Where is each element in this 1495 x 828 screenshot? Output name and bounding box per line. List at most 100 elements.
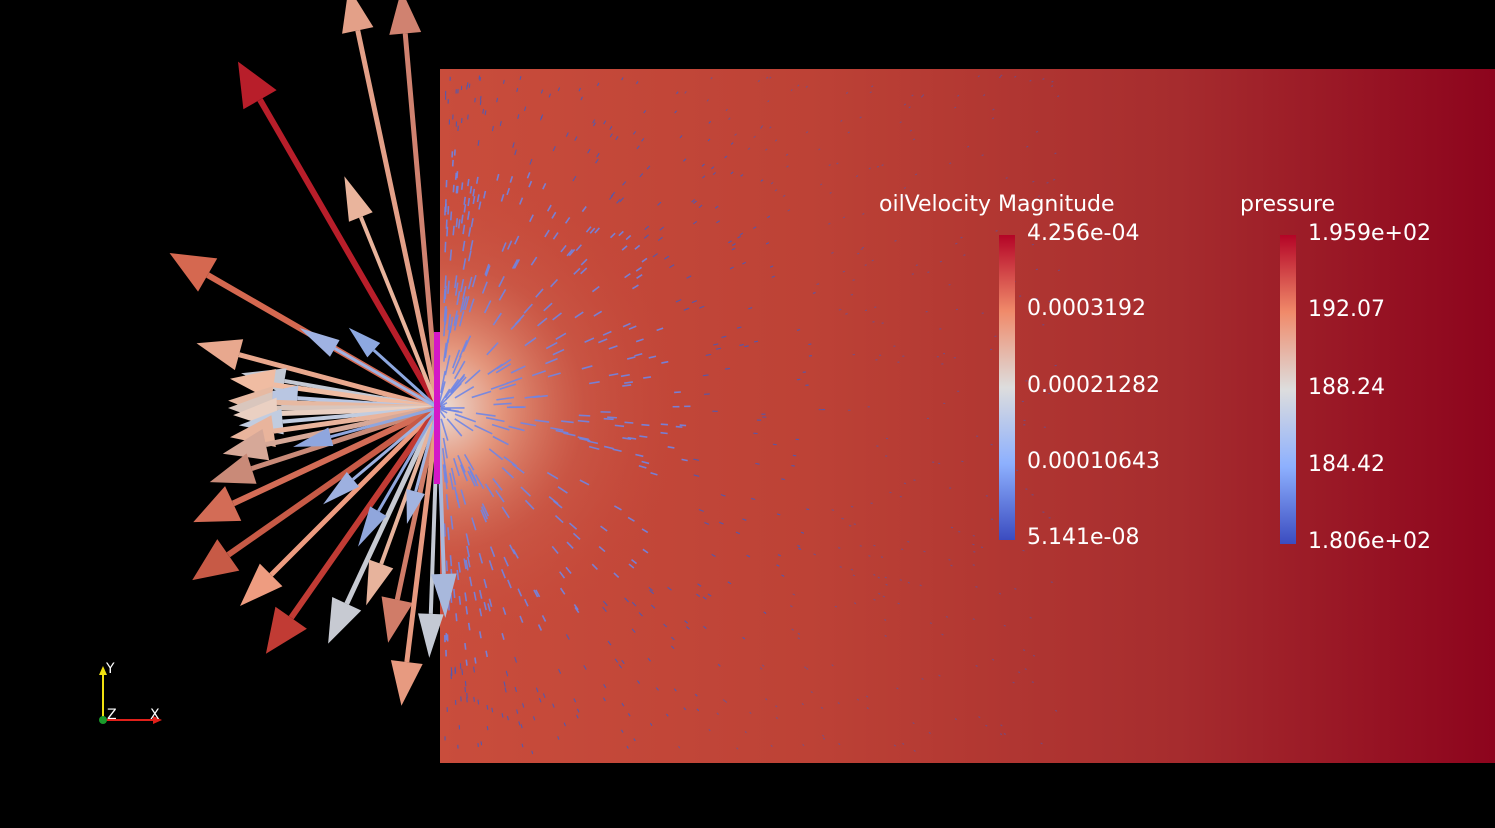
pressure-legend-title: pressure [1240, 192, 1335, 217]
velocity-glyph [453, 185, 454, 192]
velocity-glyph [1030, 617, 1032, 618]
axis-label-x: X [150, 708, 160, 722]
velocity-glyph [860, 546, 862, 547]
velocity-glyph [982, 155, 984, 156]
velocity-glyph [487, 726, 488, 730]
velocity-glyph [1023, 650, 1025, 651]
velocity-glyph [624, 422, 633, 423]
velocity-glyph [475, 98, 476, 102]
velocity-glyph [615, 425, 624, 426]
velocity-glyph [854, 524, 856, 525]
velocity-glyphs-outflow [170, 0, 457, 706]
velocity-glyph [1025, 669, 1027, 670]
velocity-glyph [1053, 179, 1055, 180]
velocity-glyph [999, 593, 1001, 594]
velocity-glyph [912, 274, 914, 275]
velocity-glyph [973, 619, 975, 620]
velocity-glyph [797, 330, 800, 331]
velocity-glyph [456, 173, 457, 180]
velocity-glyph [454, 589, 455, 598]
velocity-label-max: 4.256e-04 [1027, 223, 1139, 245]
pressure-label-q1: 184.42 [1308, 454, 1385, 476]
velocity-glyph [854, 603, 856, 604]
velocity-glyph [862, 247, 864, 248]
velocity-glyph [898, 603, 900, 604]
velocity-glyph [465, 643, 466, 650]
velocity-glyph [843, 217, 845, 218]
velocity-glyph [904, 187, 906, 188]
velocity-glyph [480, 77, 481, 81]
velocity-glyph [464, 204, 465, 212]
velocity-glyph [450, 250, 451, 261]
velocity-glyph [791, 466, 794, 467]
velocity-glyph [851, 506, 853, 507]
velocity-glyph [873, 545, 875, 546]
velocity-glyph [468, 115, 469, 120]
velocity-glyph [462, 182, 463, 189]
velocity-glyph [1032, 181, 1034, 182]
velocity-glyph [916, 265, 918, 266]
velocity-glyph [485, 110, 486, 115]
velocity-glyph [949, 163, 951, 164]
velocity-glyph [480, 96, 481, 100]
velocity-glyph [578, 421, 589, 422]
velocity-glyph [448, 281, 449, 294]
velocity-label-q1: 0.00010643 [1027, 451, 1160, 473]
velocity-glyph [579, 415, 590, 416]
velocity-glyph [451, 211, 452, 220]
velocity-glyph [703, 375, 709, 376]
velocity-glyph [462, 669, 463, 675]
velocity-glyph [840, 567, 842, 568]
velocity-glyph [1032, 682, 1034, 683]
velocity-glyph [817, 284, 820, 285]
velocity-glyph [661, 433, 668, 434]
velocity-glyph [457, 171, 458, 178]
velocity-glyph [948, 559, 950, 560]
velocity-glyph [907, 542, 909, 543]
velocity-glyph [755, 464, 759, 465]
velocity-glyph [992, 659, 994, 660]
velocity-glyph [885, 577, 887, 578]
velocity-glyph [927, 272, 929, 273]
velocity-glyph [459, 219, 460, 228]
velocity-glyph [973, 565, 975, 566]
velocity-label-min: 5.141e-08 [1027, 527, 1139, 549]
velocity-glyph [607, 417, 617, 418]
velocity-glyph [448, 527, 449, 540]
velocity-glyph [475, 657, 476, 663]
velocity-glyph [462, 215, 463, 224]
velocity-glyph [447, 561, 448, 572]
velocity-glyph [453, 226, 454, 236]
velocity-glyph [886, 584, 888, 585]
velocity-glyph [924, 551, 926, 552]
velocity-glyph [468, 179, 469, 186]
velocity-glyph [456, 613, 457, 621]
velocity-glyph [940, 261, 942, 262]
velocity-glyph [668, 447, 675, 448]
velocity-glyph [838, 548, 840, 549]
velocity-glyph [996, 231, 998, 232]
velocity-glyph [480, 100, 481, 104]
velocity-glyph [464, 197, 465, 205]
outflow-arrow [238, 62, 438, 408]
velocity-glyph [930, 623, 932, 624]
pressure-label-mid: 188.24 [1308, 377, 1385, 399]
velocity-glyph [470, 186, 471, 193]
velocity-glyph [851, 569, 853, 570]
velocity-glyph [908, 582, 910, 583]
velocity-glyph [868, 556, 870, 557]
well-line [434, 332, 440, 484]
velocity-glyph [878, 593, 880, 594]
velocity-glyph [843, 271, 845, 272]
velocity-glyph [1014, 589, 1016, 590]
velocity-glyph [641, 425, 649, 426]
velocity-glyph [639, 436, 647, 437]
pressure-label-min: 1.806e+02 [1308, 531, 1431, 553]
velocity-glyph [725, 368, 730, 369]
outflow-arrow [344, 176, 438, 408]
velocity-glyph [839, 309, 841, 310]
velocity-glyph [1004, 625, 1006, 626]
velocity-glyph [457, 186, 458, 194]
